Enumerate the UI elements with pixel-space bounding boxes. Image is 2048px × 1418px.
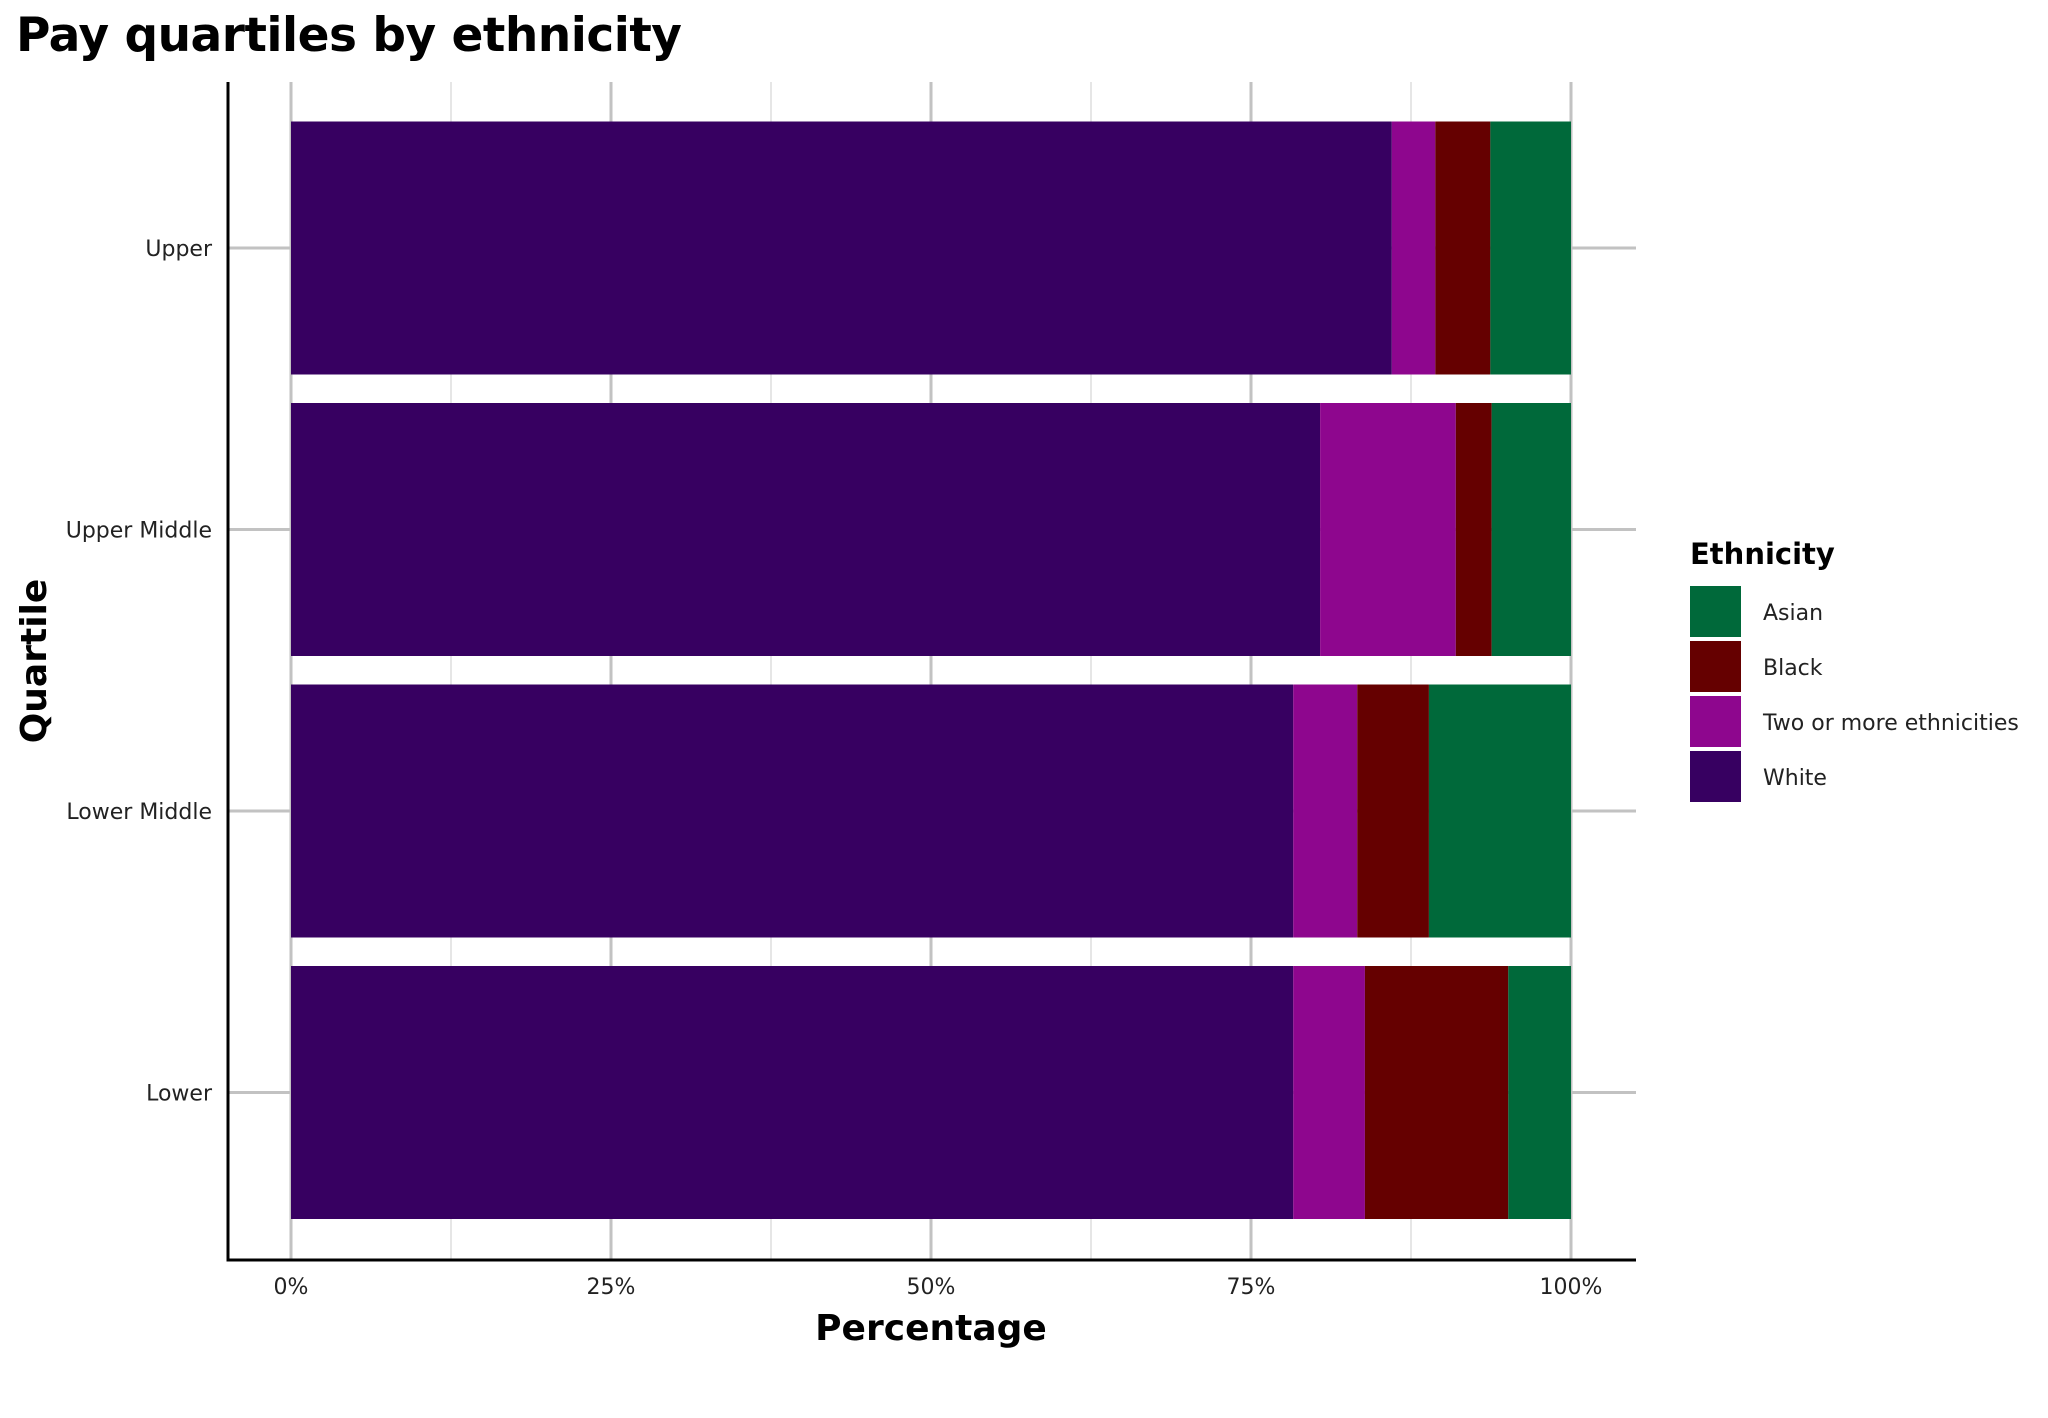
x-axis-title: Percentage bbox=[815, 1308, 1047, 1349]
legend-swatch-two-or-more-ethnicities bbox=[1690, 696, 1741, 747]
legend: Ethnicity Asian Black Two or more ethnicit… bbox=[1690, 537, 2019, 802]
x-tick-label: 50% bbox=[907, 1275, 956, 1300]
bar-upper-two-or-more-ethnicities bbox=[1391, 121, 1436, 375]
x-tick-label: 100% bbox=[1540, 1275, 1603, 1300]
axes bbox=[226, 82, 1636, 1262]
legend-label-white: White bbox=[1763, 766, 1827, 791]
legend-swatch-black bbox=[1690, 641, 1741, 692]
bar-upper-middle-black bbox=[1455, 403, 1492, 656]
chart-title: Pay quartiles by ethnicity bbox=[16, 8, 682, 63]
bar-upper-white bbox=[291, 121, 1392, 375]
legend-swatch-asian bbox=[1690, 586, 1741, 637]
bar-lower-black bbox=[1364, 966, 1509, 1219]
bar-upper-middle-two-or-more-ethnicities bbox=[1320, 403, 1456, 656]
bar-upper-black bbox=[1435, 121, 1491, 375]
bar-upper-middle-asian bbox=[1491, 403, 1571, 656]
bar-lower-middle-white bbox=[291, 684, 1294, 938]
x-tick-label: 0% bbox=[274, 1275, 309, 1300]
legend-label-two-or-more-ethnicities: Two or more ethnicities bbox=[1762, 711, 2019, 736]
y-tick-label-upper: Upper bbox=[145, 237, 213, 262]
bar-lower-white bbox=[291, 966, 1294, 1219]
x-tick-label: 25% bbox=[587, 1275, 636, 1300]
y-axis-title: Quartile bbox=[14, 579, 55, 744]
bar-lower-middle-asian bbox=[1428, 684, 1571, 938]
y-tick-label-lower: Lower bbox=[146, 1082, 213, 1107]
bar-lower-two-or-more-ethnicities bbox=[1293, 966, 1365, 1219]
bar-segments bbox=[291, 121, 1571, 1219]
legend-label-asian: Asian bbox=[1763, 601, 1823, 626]
y-tick-label-upper-middle: Upper Middle bbox=[66, 519, 212, 544]
legend-swatch-white bbox=[1690, 751, 1741, 802]
y-tick-label-lower-middle: Lower Middle bbox=[66, 800, 212, 825]
y-tick-labels: Upper Upper Middle Lower Middle Lower bbox=[66, 237, 213, 1107]
bar-upper-asian bbox=[1490, 121, 1571, 375]
legend-label-black: Black bbox=[1763, 656, 1823, 681]
x-tick-label: 75% bbox=[1227, 1275, 1276, 1300]
bar-lower-middle-black bbox=[1357, 684, 1429, 938]
bar-lower-middle-two-or-more-ethnicities bbox=[1293, 684, 1358, 938]
bar-lower-asian bbox=[1508, 966, 1571, 1219]
x-tick-labels: 0% 25% 50% 75% 100% bbox=[274, 1275, 1603, 1300]
legend-title: Ethnicity bbox=[1690, 537, 1835, 571]
bar-upper-middle-white bbox=[291, 403, 1321, 656]
